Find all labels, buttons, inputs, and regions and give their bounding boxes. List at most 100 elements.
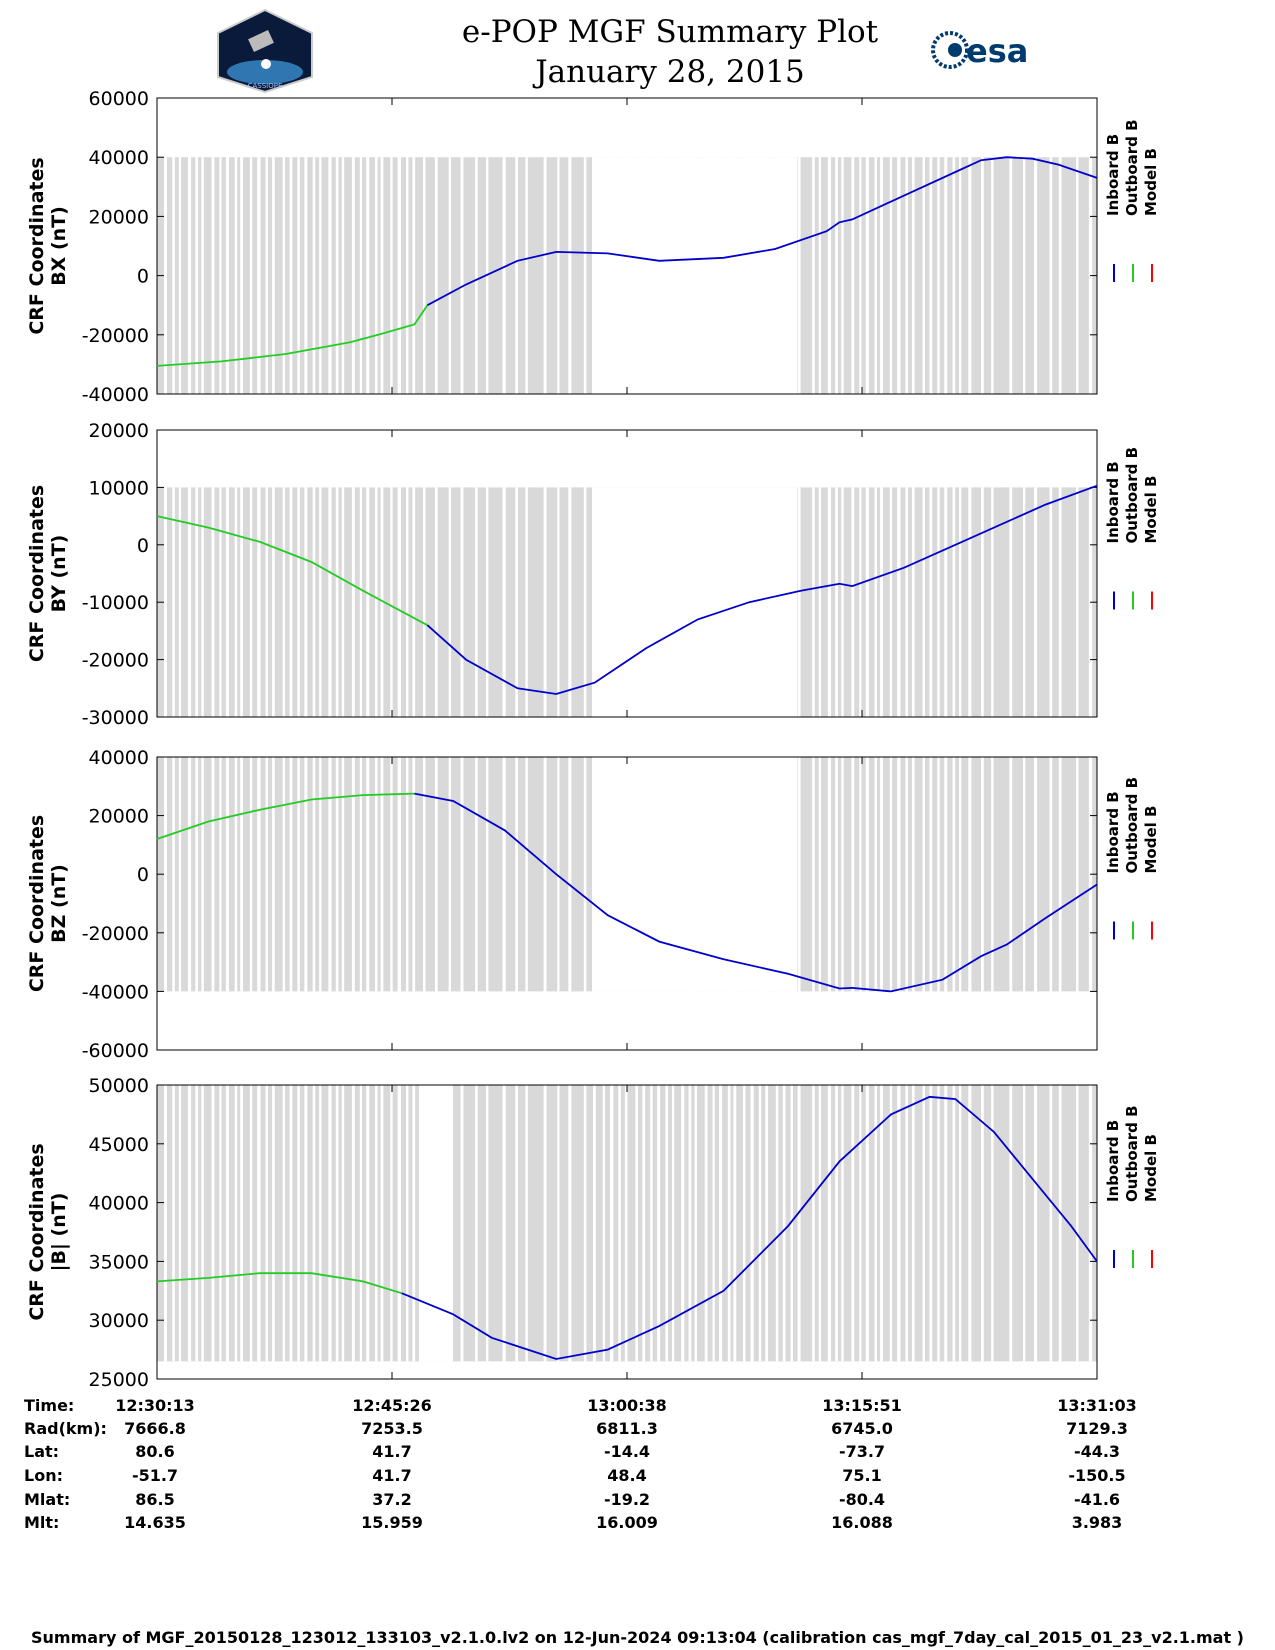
coverage-gap <box>351 1085 355 1362</box>
coverage-gap <box>1034 757 1038 992</box>
table-cell: -73.7 <box>838 1442 886 1461</box>
coverage-gap <box>178 157 182 394</box>
coverage-gap <box>423 487 426 717</box>
table-cell: 14.635 <box>124 1513 186 1532</box>
coverage-gap <box>257 1085 261 1362</box>
coverage-gap <box>922 157 925 394</box>
coverage-gap <box>681 757 685 992</box>
coverage-gap <box>765 1085 768 1362</box>
series-line-outboard-b <box>156 1272 402 1295</box>
table-cell: -14.4 <box>603 1442 651 1461</box>
table-cell: 37.2 <box>372 1490 412 1509</box>
table-cell: 12:45:26 <box>352 1396 432 1415</box>
coverage-gap <box>944 757 948 992</box>
coverage-gap <box>905 157 908 394</box>
coverage-gap <box>1034 1085 1038 1362</box>
coverage-gap <box>475 757 478 992</box>
coverage-gap <box>460 757 464 992</box>
coverage-gap <box>694 487 697 717</box>
coverage-gap <box>704 1085 708 1362</box>
coverage-gap <box>665 1085 669 1362</box>
coverage-gap <box>240 157 243 394</box>
series-line-inboard-b <box>414 792 1098 993</box>
coverage-gap <box>335 1085 339 1362</box>
coverage-gap <box>865 1085 869 1362</box>
coverage-gap <box>618 157 621 394</box>
coverage-gap <box>981 1085 984 1362</box>
coverage-gap <box>944 487 948 717</box>
series-line-inboard-b <box>426 484 1098 695</box>
y-axis-label: CRF Coordinates|B| (nT) <box>26 1143 70 1320</box>
coverage-gap <box>178 487 182 717</box>
y-tick-label: 0 <box>137 864 149 886</box>
coverage-gap <box>568 157 572 394</box>
coverage-gap <box>341 757 345 992</box>
coverage-gap <box>249 1085 253 1362</box>
coverage-gap <box>681 1085 685 1362</box>
coverage-gap <box>905 1085 908 1362</box>
coverage-gap <box>423 157 426 394</box>
table-row-label: Rad(km): <box>24 1419 107 1438</box>
coverage-gap <box>635 157 638 394</box>
coverage-gap <box>297 1085 300 1362</box>
coverage-gap <box>642 487 646 717</box>
coverage-gap <box>397 1085 401 1362</box>
y-tick-label: 20000 <box>89 206 149 228</box>
coverage-gap <box>859 487 862 717</box>
coverage-gap <box>991 1085 994 1362</box>
coverage-gap <box>618 487 621 717</box>
coverage-gap <box>929 157 933 394</box>
coverage-gap <box>543 487 547 717</box>
coverage-gap <box>201 157 204 394</box>
coverage-gap <box>688 157 692 394</box>
coverage-gap <box>397 157 401 394</box>
coverage-gap <box>959 487 962 717</box>
coverage-gap <box>897 1085 901 1362</box>
coverage-gap <box>448 1085 451 1362</box>
coverage-gap <box>929 757 933 992</box>
coverage-gap <box>712 1085 715 1362</box>
coverage-gap <box>502 757 506 992</box>
coverage-gap <box>952 757 956 992</box>
coverage-gap <box>991 487 994 717</box>
coverage-gap <box>750 157 754 394</box>
coverage-gap <box>351 757 355 992</box>
coverage-gap <box>775 757 779 992</box>
legend: Inboard B Outboard B Model B <box>1104 119 1160 282</box>
coverage-gap <box>827 757 832 992</box>
panel-by: 20000 10000 0 -10000 -20000 -30000 CRF Coordin… <box>26 420 1160 729</box>
coverage-gap <box>1023 487 1026 717</box>
coverage-gap <box>665 757 669 992</box>
coverage-gap <box>405 757 409 992</box>
coverage-gap <box>733 487 737 717</box>
coverage-gap <box>657 157 661 394</box>
coverage-gap <box>1058 487 1062 717</box>
coverage-gap <box>818 487 821 717</box>
coverage-gap <box>412 757 416 992</box>
coverage-gap <box>671 487 675 717</box>
plot-title: e-POP MGF Summary Plot January 28, 2015 <box>320 12 1020 92</box>
coverage-gap <box>397 757 401 992</box>
coverage-gap <box>650 1085 653 1362</box>
coverage-gap <box>642 157 646 394</box>
coverage-gap <box>282 487 286 717</box>
coverage-gap <box>525 157 528 394</box>
coverage-gap <box>366 157 370 394</box>
table-cell: 48.4 <box>607 1466 647 1485</box>
coverage-gap <box>1009 487 1013 717</box>
table-cell: 6745.0 <box>831 1419 893 1438</box>
coverage-gap <box>351 487 355 717</box>
coverage-gap <box>515 1085 518 1362</box>
coverage-gap <box>390 487 393 717</box>
table-cell: 75.1 <box>842 1466 882 1485</box>
coverage-gap <box>375 757 378 992</box>
coverage-gap <box>922 757 925 992</box>
coverage-gap <box>172 1085 175 1362</box>
coverage-gap <box>704 157 708 394</box>
coverage-gap <box>341 1085 345 1362</box>
coverage-gap <box>163 487 167 717</box>
table-cell: 86.5 <box>135 1490 175 1509</box>
coverage-gap <box>797 157 801 394</box>
coverage-gap <box>719 1085 723 1362</box>
coverage-gap <box>195 487 199 717</box>
